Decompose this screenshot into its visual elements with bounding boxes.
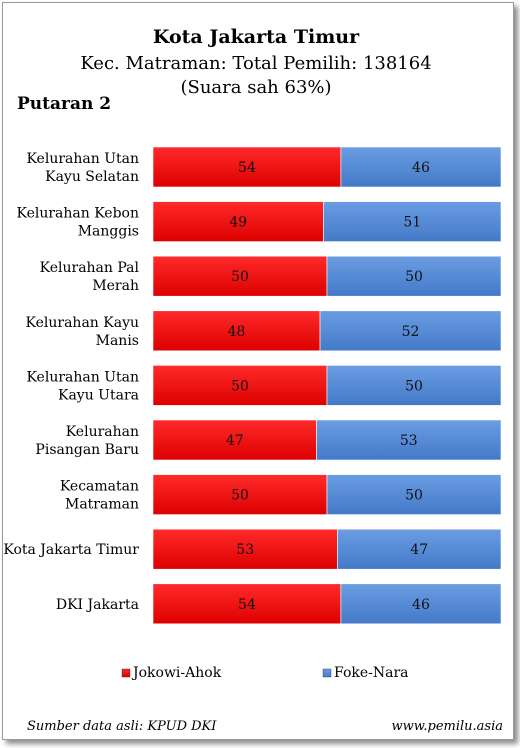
legend-swatch bbox=[322, 668, 332, 678]
bar-jokowi-ahok bbox=[152, 201, 324, 242]
bar-jokowi-ahok bbox=[152, 528, 338, 570]
bar-foke-nara bbox=[319, 310, 502, 352]
bar-jokowi-ahok bbox=[152, 146, 342, 188]
legend-swatch bbox=[121, 668, 131, 678]
bar-jokowi-ahok bbox=[152, 583, 342, 625]
bar-jokowi-ahok bbox=[152, 255, 328, 297]
category-label: DKI Jakarta bbox=[56, 597, 139, 613]
bar-value-label: 47 bbox=[410, 542, 428, 558]
category-label: Kelurahan Kayu Manis bbox=[26, 315, 139, 349]
bar-value-label: 50 bbox=[231, 488, 249, 504]
bar-value-label: 46 bbox=[412, 597, 430, 613]
bar-foke-nara bbox=[316, 419, 502, 461]
category-label: Kota Jakarta Timur bbox=[3, 542, 139, 558]
bar-value-label: 47 bbox=[226, 433, 244, 449]
bar-value-label: 53 bbox=[400, 433, 418, 449]
chart-subtitle-line: Kec. Matraman: Total Pemilih: 138164 bbox=[80, 53, 431, 74]
bar-value-label: 54 bbox=[238, 160, 256, 176]
bar-value-label: 49 bbox=[229, 215, 247, 231]
category-label: Kelurahan Utan Kayu Selatan bbox=[26, 151, 139, 185]
bar-foke-nara bbox=[326, 474, 502, 515]
chart-subtitle-line: (Suara sah 63%) bbox=[180, 77, 331, 98]
category-label: Kelurahan Pal Merah bbox=[40, 260, 140, 294]
bar-foke-nara bbox=[340, 146, 502, 188]
category-label: Kelurahan Utan Kayu Utara bbox=[26, 369, 139, 403]
round-label: Putaran 2 bbox=[17, 94, 111, 114]
legend-label: Jokowi-Ahok bbox=[131, 665, 222, 681]
bar-jokowi-ahok bbox=[152, 365, 328, 406]
category-label: Kelurahan Kebon Manggis bbox=[16, 206, 139, 240]
category-label: Kelurahan Pisangan Baru bbox=[35, 424, 139, 458]
bar-foke-nara bbox=[337, 528, 502, 570]
chart-canvas: Kota Jakarta Timur Kec. Matraman: Total P… bbox=[3, 26, 503, 734]
bar-jokowi-ahok bbox=[152, 310, 321, 352]
category-label: Kecamatan Matraman bbox=[60, 479, 139, 513]
bar-value-label: 50 bbox=[231, 269, 249, 285]
legend-label: Foke-Nara bbox=[334, 665, 409, 681]
bar-value-label: 50 bbox=[405, 269, 423, 285]
bar-value-label: 48 bbox=[228, 324, 246, 340]
bar-foke-nara bbox=[340, 583, 502, 625]
bar-value-label: 53 bbox=[236, 542, 254, 558]
source-note: Sumber data asli: KPUD DKI bbox=[27, 719, 217, 734]
bar-jokowi-ahok bbox=[152, 474, 328, 515]
chart-frame: Kota Jakarta Timur Kec. Matraman: Total P… bbox=[2, 2, 514, 740]
bar-foke-nara bbox=[326, 255, 502, 297]
bar-value-label: 46 bbox=[412, 160, 430, 176]
bar-value-label: 52 bbox=[402, 324, 420, 340]
bar-foke-nara bbox=[323, 201, 502, 242]
bar-value-label: 51 bbox=[403, 215, 421, 231]
bar-value-label: 50 bbox=[405, 378, 423, 394]
site-credit: www.pemilu.asia bbox=[392, 719, 503, 734]
bar-value-label: 54 bbox=[238, 597, 256, 613]
chart-title: Kota Jakarta Timur bbox=[153, 26, 360, 48]
bar-value-label: 50 bbox=[231, 378, 249, 394]
bar-foke-nara bbox=[326, 365, 502, 406]
bar-value-label: 50 bbox=[405, 488, 423, 504]
